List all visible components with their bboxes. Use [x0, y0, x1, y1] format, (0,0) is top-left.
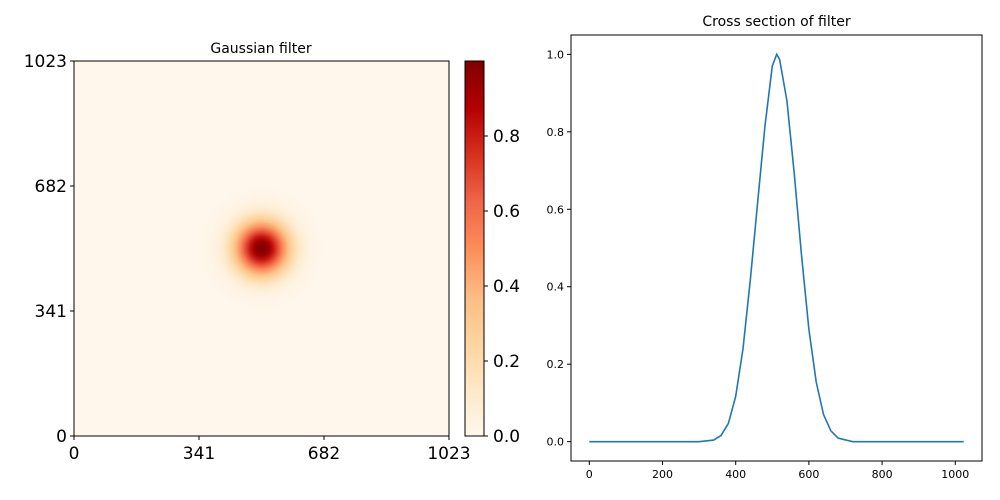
heatmap-title: Gaussian filter — [210, 41, 311, 57]
heatmap-y-tick: 1023 — [24, 52, 74, 72]
line-plot-x-tick: 800 — [872, 461, 893, 481]
line-plot-y-tick: 0.0 — [547, 436, 571, 449]
colorbar-tick: 0.2 — [484, 352, 520, 372]
colorbar-tick: 0.4 — [484, 277, 520, 297]
heatmap-y-ticks: 0 341 682 1023 — [24, 52, 74, 447]
colorbar: 0.0 0.2 0.4 0.6 0.8 — [464, 60, 520, 447]
heatmap-y-tick-label: 1023 — [24, 52, 67, 72]
heatmap-x-tick-label: 0 — [69, 444, 80, 464]
line-plot-y-tick-label: 1.0 — [547, 48, 565, 61]
line-plot-y-tick-label: 0.0 — [547, 436, 565, 449]
heatmap-x-tick: 0 — [69, 436, 80, 464]
line-plot-x-tick-label: 400 — [725, 468, 746, 481]
line-plot-frame — [570, 34, 983, 462]
colorbar-tick: 0.8 — [484, 127, 520, 147]
heatmap-y-tick: 682 — [35, 177, 74, 197]
colorbar-frame — [464, 60, 485, 437]
heatmap-gaussian-peak — [184, 171, 339, 326]
heatmap-x-tick-label: 682 — [308, 444, 340, 464]
line-plot-y-tick: 0.2 — [547, 358, 571, 371]
gaussian-filter-heatmap: Gaussian filter 0 341 682 1023 0 341 682 1023 — [24, 41, 471, 464]
heatmap-y-tick: 0 — [56, 427, 74, 447]
line-plot-y-tick: 0.6 — [547, 203, 571, 216]
heatmap-x-tick: 341 — [183, 436, 215, 464]
colorbar-tick-label: 0.2 — [493, 352, 520, 372]
colorbar-tick-label: 0.0 — [493, 427, 520, 447]
colorbar-tick-label: 0.4 — [493, 277, 520, 297]
line-plot-y-tick-label: 0.4 — [547, 281, 565, 294]
line-plot-x-tick: 400 — [725, 461, 746, 481]
cross-section-series-line — [589, 52, 964, 443]
heatmap-x-tick-label: 1023 — [427, 444, 470, 464]
line-plot-y-tick-label: 0.6 — [547, 203, 565, 216]
colorbar-tick: 0.6 — [484, 202, 520, 222]
heatmap-frame — [73, 60, 450, 437]
heatmap-x-tick-label: 341 — [183, 444, 215, 464]
line-plot-y-tick: 0.8 — [547, 126, 571, 139]
colorbar-ticks: 0.0 0.2 0.4 0.6 0.8 — [484, 127, 520, 447]
heatmap-x-tick: 682 — [308, 436, 340, 464]
line-plot-y-tick: 0.4 — [547, 281, 571, 294]
colorbar-gradient — [465, 61, 484, 436]
line-plot-x-tick: 200 — [652, 461, 673, 481]
heatmap-x-tick: 1023 — [427, 436, 471, 464]
line-plot-x-tick-label: 600 — [798, 468, 819, 481]
line-plot-y-tick: 1.0 — [547, 48, 571, 61]
colorbar-tick-label: 0.6 — [493, 202, 520, 222]
line-plot-x-tick: 0 — [586, 461, 593, 481]
line-plot-x-tick-label: 0 — [586, 468, 593, 481]
line-plot-x-tick: 1000 — [941, 461, 969, 481]
line-plot-x-tick-label: 200 — [652, 468, 673, 481]
line-plot-y-tick-label: 0.2 — [547, 358, 565, 371]
heatmap-y-tick: 341 — [35, 302, 74, 322]
heatmap-x-ticks: 0 341 682 1023 — [69, 436, 471, 464]
line-plot-y-ticks: 0.0 0.2 0.4 0.6 0.8 1.0 — [547, 48, 571, 449]
heatmap-y-tick-label: 341 — [35, 302, 67, 322]
colorbar-tick: 0.0 — [484, 427, 520, 447]
line-plot-x-tick-label: 1000 — [941, 468, 969, 481]
heatmap-y-tick-label: 0 — [56, 427, 67, 447]
heatmap-y-tick-label: 682 — [35, 177, 67, 197]
line-plot-x-ticks: 0 200 400 600 800 1000 — [586, 461, 969, 481]
colorbar-tick-label: 0.8 — [493, 127, 520, 147]
line-plot-title: Cross section of filter — [702, 14, 850, 30]
line-plot-y-tick-label: 0.8 — [547, 126, 565, 139]
line-plot-x-tick: 600 — [798, 461, 819, 481]
line-plot-x-tick-label: 800 — [872, 468, 893, 481]
cross-section-line-plot: Cross section of filter 0 200 400 600 800 100… — [547, 14, 983, 481]
